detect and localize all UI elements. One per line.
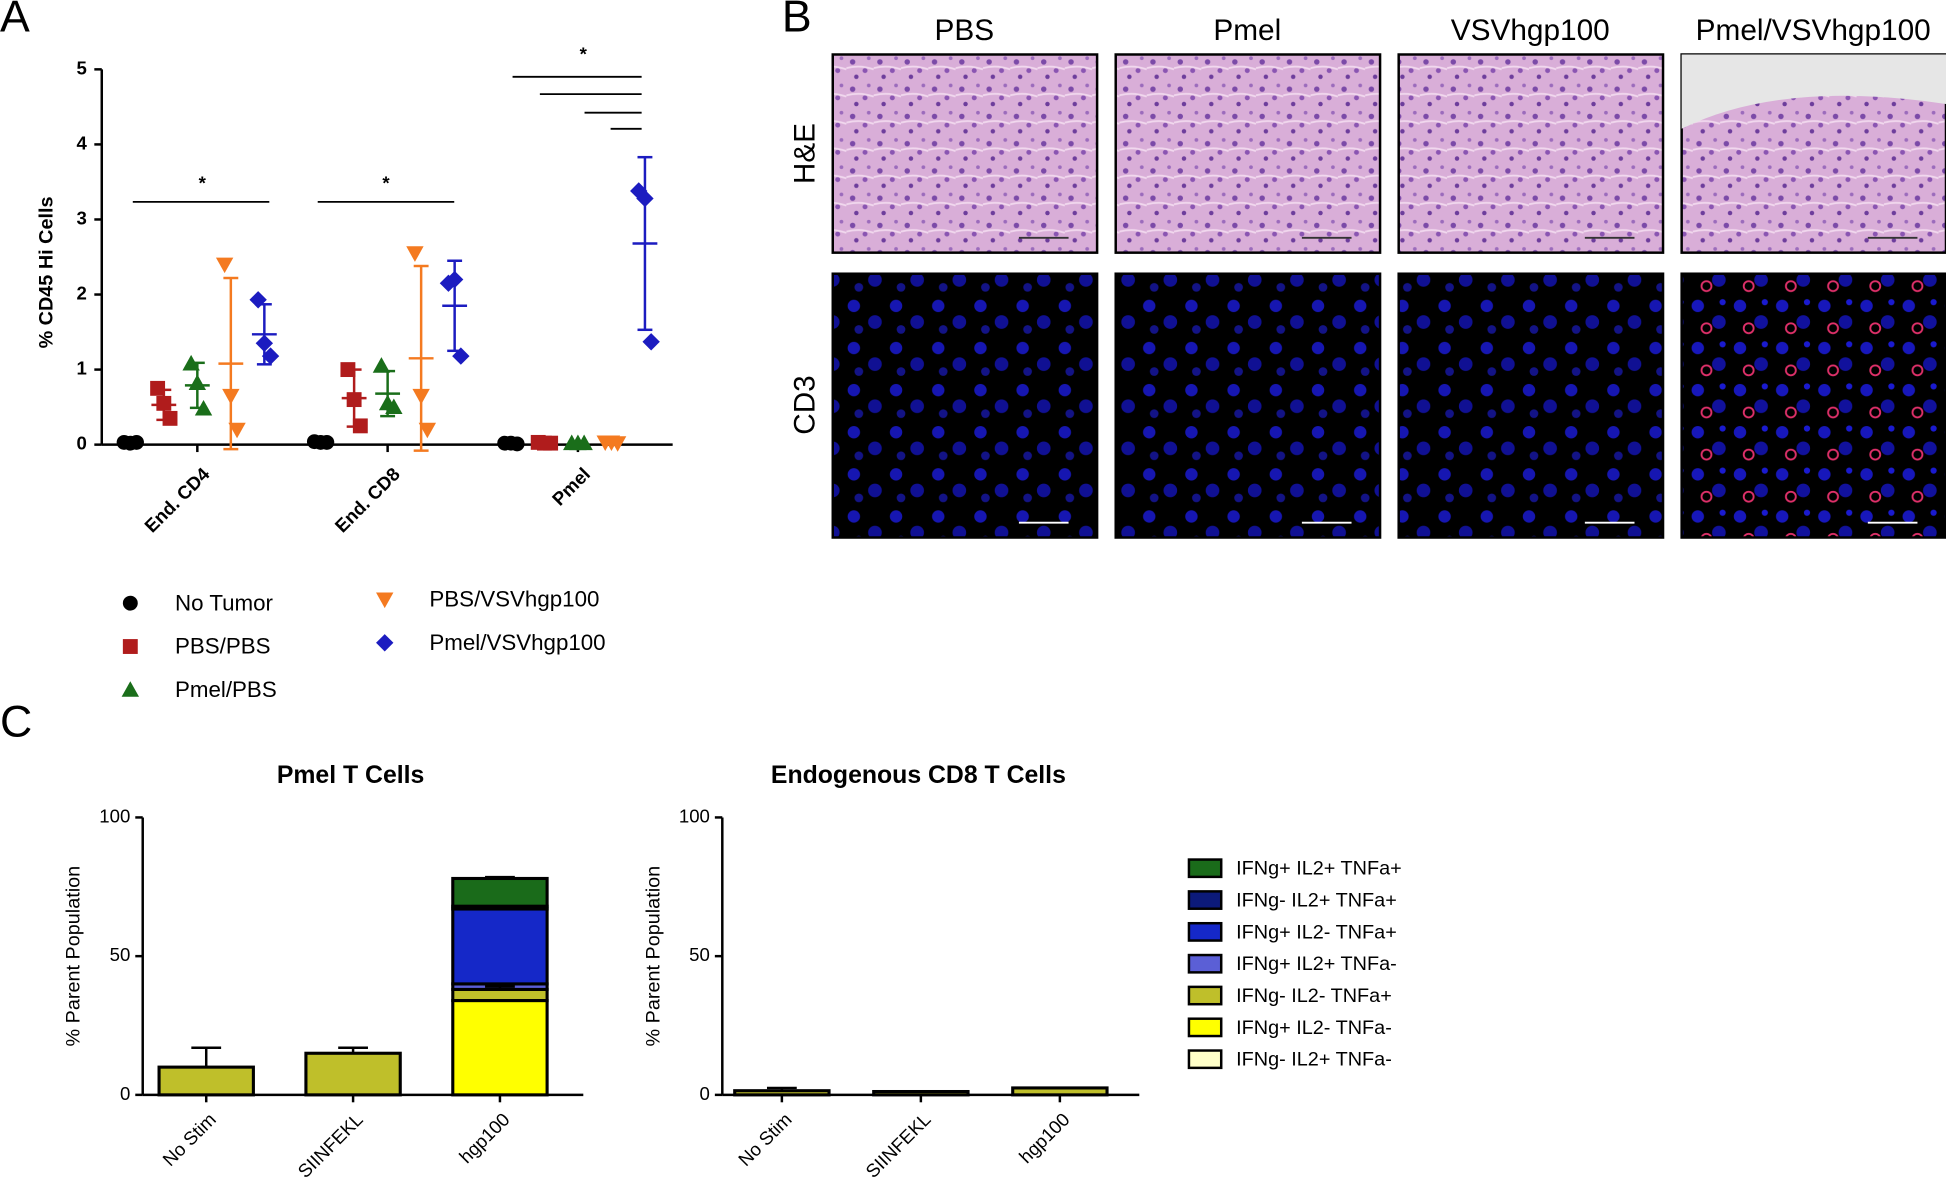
- point: [509, 436, 525, 452]
- legend-marker: [376, 592, 394, 609]
- bar-segment: [157, 1065, 255, 1097]
- significance-star: *: [382, 172, 390, 193]
- point: [406, 246, 424, 262]
- legend-label: PBS/VSVhgp100: [429, 587, 599, 612]
- y-tick-label: 0: [120, 1083, 130, 1104]
- x-tick-label: hgp100: [455, 1109, 514, 1168]
- point: [215, 257, 234, 274]
- column-label: Pmel: [1213, 14, 1281, 47]
- y-tick-label: 100: [679, 805, 710, 826]
- legend-label: PBS/PBS: [175, 634, 271, 659]
- bar-segment: [451, 987, 549, 1003]
- y-tick-label: 50: [110, 944, 131, 965]
- bar-segment: [451, 998, 549, 1097]
- legend-swatch: [1187, 953, 1223, 974]
- micrograph: [1680, 272, 1946, 539]
- legend-swatch: [1187, 985, 1223, 1006]
- micrograph: [1397, 272, 1665, 539]
- chart-title: Pmel T Cells: [277, 762, 425, 789]
- point: [575, 434, 593, 451]
- y-axis-label: % Parent Population: [642, 866, 664, 1047]
- bar-segment: [304, 1051, 402, 1097]
- point: [129, 434, 144, 450]
- legend-swatch: [1187, 858, 1223, 879]
- y-axis-label: % Parent Population: [63, 866, 85, 1047]
- x-tick-label: hgp100: [1015, 1109, 1074, 1168]
- significance-lines: [132, 75, 642, 203]
- column-label: PBS: [935, 14, 995, 47]
- legend-label: IFNg- IL2- TNFa+: [1236, 985, 1392, 1007]
- point: [385, 398, 403, 415]
- y-axis-label: % CD45 Hi Cells: [35, 197, 57, 349]
- row-label: H&E: [789, 123, 822, 184]
- panel-label: B: [782, 0, 812, 42]
- micrograph: [1397, 53, 1665, 254]
- legend-label: IFNg+ IL2- TNFa-: [1236, 1017, 1392, 1039]
- legend-label: IFNg- IL2+ TNFa-: [1236, 1049, 1392, 1071]
- bar-segment: [872, 1089, 970, 1097]
- y-tick-label: 2: [77, 282, 87, 303]
- bar-segment: [451, 876, 549, 908]
- x-tick-label: End. CD8: [331, 463, 404, 536]
- y-tick-label: 5: [77, 57, 87, 78]
- x-tick-label: Pmel: [548, 463, 594, 509]
- y-tick-label: 50: [689, 944, 710, 965]
- panel-label: A: [0, 0, 30, 42]
- micrograph: [1114, 53, 1382, 254]
- significance-star: *: [580, 44, 588, 65]
- x-tick-label: SIINFEKL: [861, 1109, 934, 1182]
- legend-swatch: [1187, 921, 1223, 942]
- chart-title: Endogenous CD8 T Cells: [771, 762, 1066, 789]
- legend-swatch: [1187, 1017, 1223, 1038]
- micrograph: [831, 272, 1099, 539]
- y-tick-label: 0: [700, 1083, 710, 1104]
- x-tick-label: No Stim: [158, 1109, 220, 1171]
- point: [372, 357, 391, 373]
- legend-label: IFNg+ IL2+ TNFa-: [1236, 953, 1397, 975]
- point: [150, 380, 166, 396]
- x-tick-label: No Stim: [734, 1109, 796, 1171]
- x-tick-label: SIINFEKL: [293, 1109, 366, 1182]
- column-label: VSVhgp100: [1451, 14, 1610, 47]
- y-tick-label: 4: [77, 132, 88, 153]
- y-tick-label: 100: [99, 805, 130, 826]
- legend-label: Pmel/VSVhgp100: [429, 630, 605, 655]
- panel-label: C: [0, 697, 32, 746]
- point: [228, 422, 246, 439]
- micrograph: [831, 53, 1099, 254]
- bar-segment: [733, 1089, 831, 1097]
- legend-label: No Tumor: [175, 590, 274, 615]
- point: [162, 410, 178, 426]
- y-tick-label: 1: [77, 357, 87, 378]
- legend-label: Pmel/PBS: [175, 677, 277, 702]
- point: [319, 434, 335, 450]
- column-label: Pmel/VSVhgp100: [1696, 14, 1931, 47]
- legend-marker: [122, 639, 138, 654]
- point: [543, 435, 559, 451]
- legend-label: IFNg+ IL2+ TNFa+: [1236, 858, 1402, 880]
- legend-label: IFNg- IL2+ TNFa+: [1236, 890, 1397, 912]
- bar-segment: [1011, 1086, 1109, 1097]
- legend-label: IFNg+ IL2- TNFa+: [1236, 921, 1397, 943]
- point: [418, 422, 437, 439]
- legend-marker: [376, 634, 394, 652]
- legend-swatch: [1187, 1049, 1223, 1070]
- row-label: CD3: [789, 375, 822, 434]
- bar-segment: [451, 907, 549, 986]
- legend-swatch: [1187, 890, 1223, 910]
- significance-star: *: [199, 172, 207, 193]
- point: [642, 333, 660, 351]
- point: [261, 347, 280, 365]
- y-tick-label: 0: [77, 433, 87, 454]
- x-tick-label: End. CD4: [140, 463, 214, 537]
- legend-marker: [121, 681, 139, 697]
- y-tick-label: 3: [77, 207, 87, 228]
- point: [608, 436, 627, 452]
- legend-marker: [122, 595, 138, 611]
- tissue-edge: [1681, 54, 1946, 129]
- micrograph: [1114, 272, 1382, 539]
